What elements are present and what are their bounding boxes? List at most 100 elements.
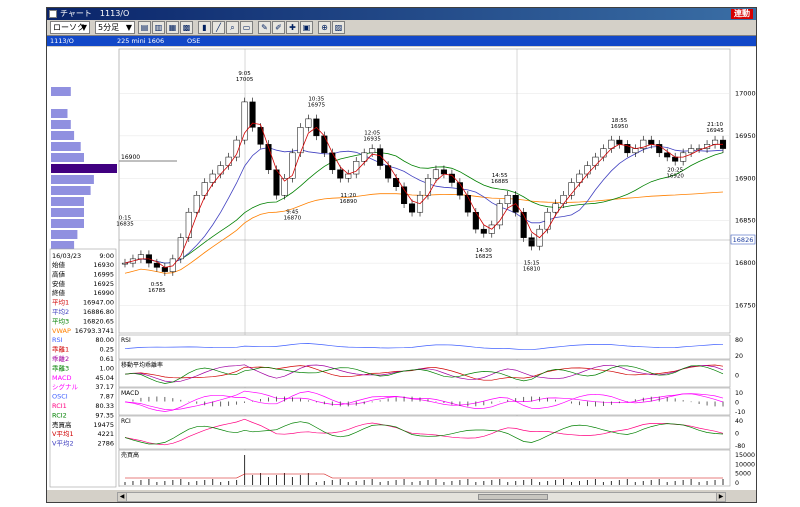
info-label: V平均1 xyxy=(52,429,74,438)
candle-body xyxy=(257,127,264,145)
volume-profile-bar xyxy=(51,164,117,173)
indicator-panel-frame xyxy=(118,334,731,360)
info-time: 9:00 xyxy=(99,252,114,260)
candle-body xyxy=(648,139,655,145)
scroll-left-icon[interactable]: ◀ xyxy=(118,493,127,501)
volume-profile-bar xyxy=(51,230,78,239)
candle-body xyxy=(688,148,695,154)
chart-icon[interactable]: ▤ xyxy=(138,21,151,34)
info-label: VWAP xyxy=(52,327,71,335)
candle-body xyxy=(153,262,160,268)
window-title: チャート 1113/O xyxy=(60,9,130,18)
price-tick-label: 16900 xyxy=(735,174,756,182)
table-icon[interactable]: ▦ xyxy=(166,21,179,34)
info-label: 乖離2 xyxy=(52,354,69,363)
info-label: RCI2 xyxy=(52,411,67,419)
candle-body xyxy=(584,165,591,175)
annotation-time: 12:05 xyxy=(364,131,380,137)
info-label: V平均2 xyxy=(52,439,74,448)
annotation-price: 16825 xyxy=(475,254,493,260)
eraser-icon[interactable]: ✎ xyxy=(258,21,271,34)
chart-svg[interactable]: 16900 0:15168350:55167859:05170059:45168… xyxy=(47,47,756,498)
indicator-tick-label: 40 xyxy=(735,418,743,425)
candle-body xyxy=(321,135,328,154)
info-label: 終値 xyxy=(52,288,66,297)
indicator-panel-frame xyxy=(118,415,731,450)
toolbar: ローソク ▼ 5分足 ▼ ▤ ▥ ▦ ▩ ▮ ╱ ⌕ ▭ ✎ ✐ ✚ ▣ ⊕ ▨ xyxy=(47,20,756,36)
title-bar[interactable]: チャート 1113/O 連動 xyxy=(47,8,756,20)
candle-body xyxy=(161,267,168,272)
compare-icon[interactable]: ▥ xyxy=(152,21,165,34)
indicator-tick-label: 5000 xyxy=(735,471,751,478)
indicator-panel-title: 移動平均乖離率 xyxy=(121,361,163,369)
price-axis: 17000 16950 16900 16850 16800 16750 xyxy=(735,89,756,309)
horizontal-scrollbar[interactable]: ◀ ▶ xyxy=(117,492,726,502)
marker-icon[interactable]: ✚ xyxy=(286,21,299,34)
interval-select[interactable]: 5分足 ▼ xyxy=(95,21,135,34)
annotation-time: 0:55 xyxy=(151,282,164,288)
scroll-right-icon[interactable]: ▶ xyxy=(716,493,725,501)
candle-body xyxy=(568,182,575,196)
grid-icon[interactable]: ▩ xyxy=(180,21,193,34)
print-icon[interactable]: ▣ xyxy=(300,21,313,34)
candle-body xyxy=(520,211,527,238)
zoom-icon[interactable]: ⌕ xyxy=(226,21,239,34)
annotation-time: 11:20 xyxy=(340,193,356,199)
annotation-price: 16975 xyxy=(308,103,326,109)
info-label: 乖離3 xyxy=(52,363,69,372)
settings-icon[interactable]: ▨ xyxy=(332,21,345,34)
indicator-tick-label: 10 xyxy=(735,390,743,397)
info-label: OSCI xyxy=(52,393,68,401)
indicator-tick-label: 0 xyxy=(735,480,739,487)
link-badge[interactable]: 連動 xyxy=(731,9,753,19)
indicator-panel-title: MACD xyxy=(121,390,139,397)
info-label: 乖離1 xyxy=(52,345,69,354)
annotation-time: 18:55 xyxy=(611,118,627,124)
chart-type-value: ローソク xyxy=(53,23,85,32)
annotation-time: 20:25 xyxy=(667,167,683,173)
draw-icon[interactable]: ▭ xyxy=(240,21,253,34)
info-value: 16886.80 xyxy=(83,308,114,316)
chart-type-select[interactable]: ローソク ▼ xyxy=(50,21,90,34)
candle-body xyxy=(281,178,288,196)
candle-body xyxy=(672,156,679,162)
chart-area[interactable]: 16900 0:15 16835 0:55 16785 9:05 17005 9:45 168… xyxy=(47,47,756,498)
search-icon[interactable]: ⊕ xyxy=(318,21,331,34)
line-icon[interactable]: ╱ xyxy=(212,21,225,34)
chart-window: チャート 1113/O 連動 ローソク ▼ 5分足 ▼ ▤ ▥ ▦ ▩ ▮ ╱ ⌕ … xyxy=(46,7,757,503)
candle-body xyxy=(137,254,144,260)
indicator-tick-label: -10 xyxy=(735,409,745,416)
info-value: 16990 xyxy=(93,289,114,297)
candle-body xyxy=(217,165,224,175)
text-icon[interactable]: ✐ xyxy=(272,21,285,34)
candle-body xyxy=(401,186,408,204)
candle-body xyxy=(225,156,232,166)
scrollbar-thumb[interactable] xyxy=(478,494,548,500)
instrument-bar: 1113/O 225 mini 1606 OSE xyxy=(47,36,756,46)
volume-profile-bar xyxy=(51,87,71,96)
indicator-tick-label: -80 xyxy=(735,443,745,450)
candle-body xyxy=(432,169,440,179)
indicator-line xyxy=(124,391,724,412)
volume-profile-bar xyxy=(51,153,84,162)
annotation-price: 16835 xyxy=(116,221,134,227)
candle-body xyxy=(552,203,559,213)
candle-body xyxy=(209,173,216,183)
info-label: RCI1 xyxy=(52,402,67,410)
candle-icon[interactable]: ▮ xyxy=(198,21,211,34)
window-icon[interactable] xyxy=(49,10,57,18)
candle-body xyxy=(440,169,447,175)
indicator-panel-title: 売買高 xyxy=(121,451,139,459)
annotation-price: 16945 xyxy=(706,128,724,134)
candle-body xyxy=(305,118,312,128)
candle-body xyxy=(193,194,200,213)
candle-body xyxy=(424,178,432,196)
info-value: 45.04 xyxy=(95,374,114,382)
annotation-price: 16950 xyxy=(611,124,629,130)
indicator-panel-title: RCI xyxy=(121,418,131,425)
vwap-line xyxy=(124,191,724,274)
candle-body xyxy=(241,101,248,141)
chevron-down-icon: ▼ xyxy=(125,23,132,32)
candle-body xyxy=(664,152,671,158)
